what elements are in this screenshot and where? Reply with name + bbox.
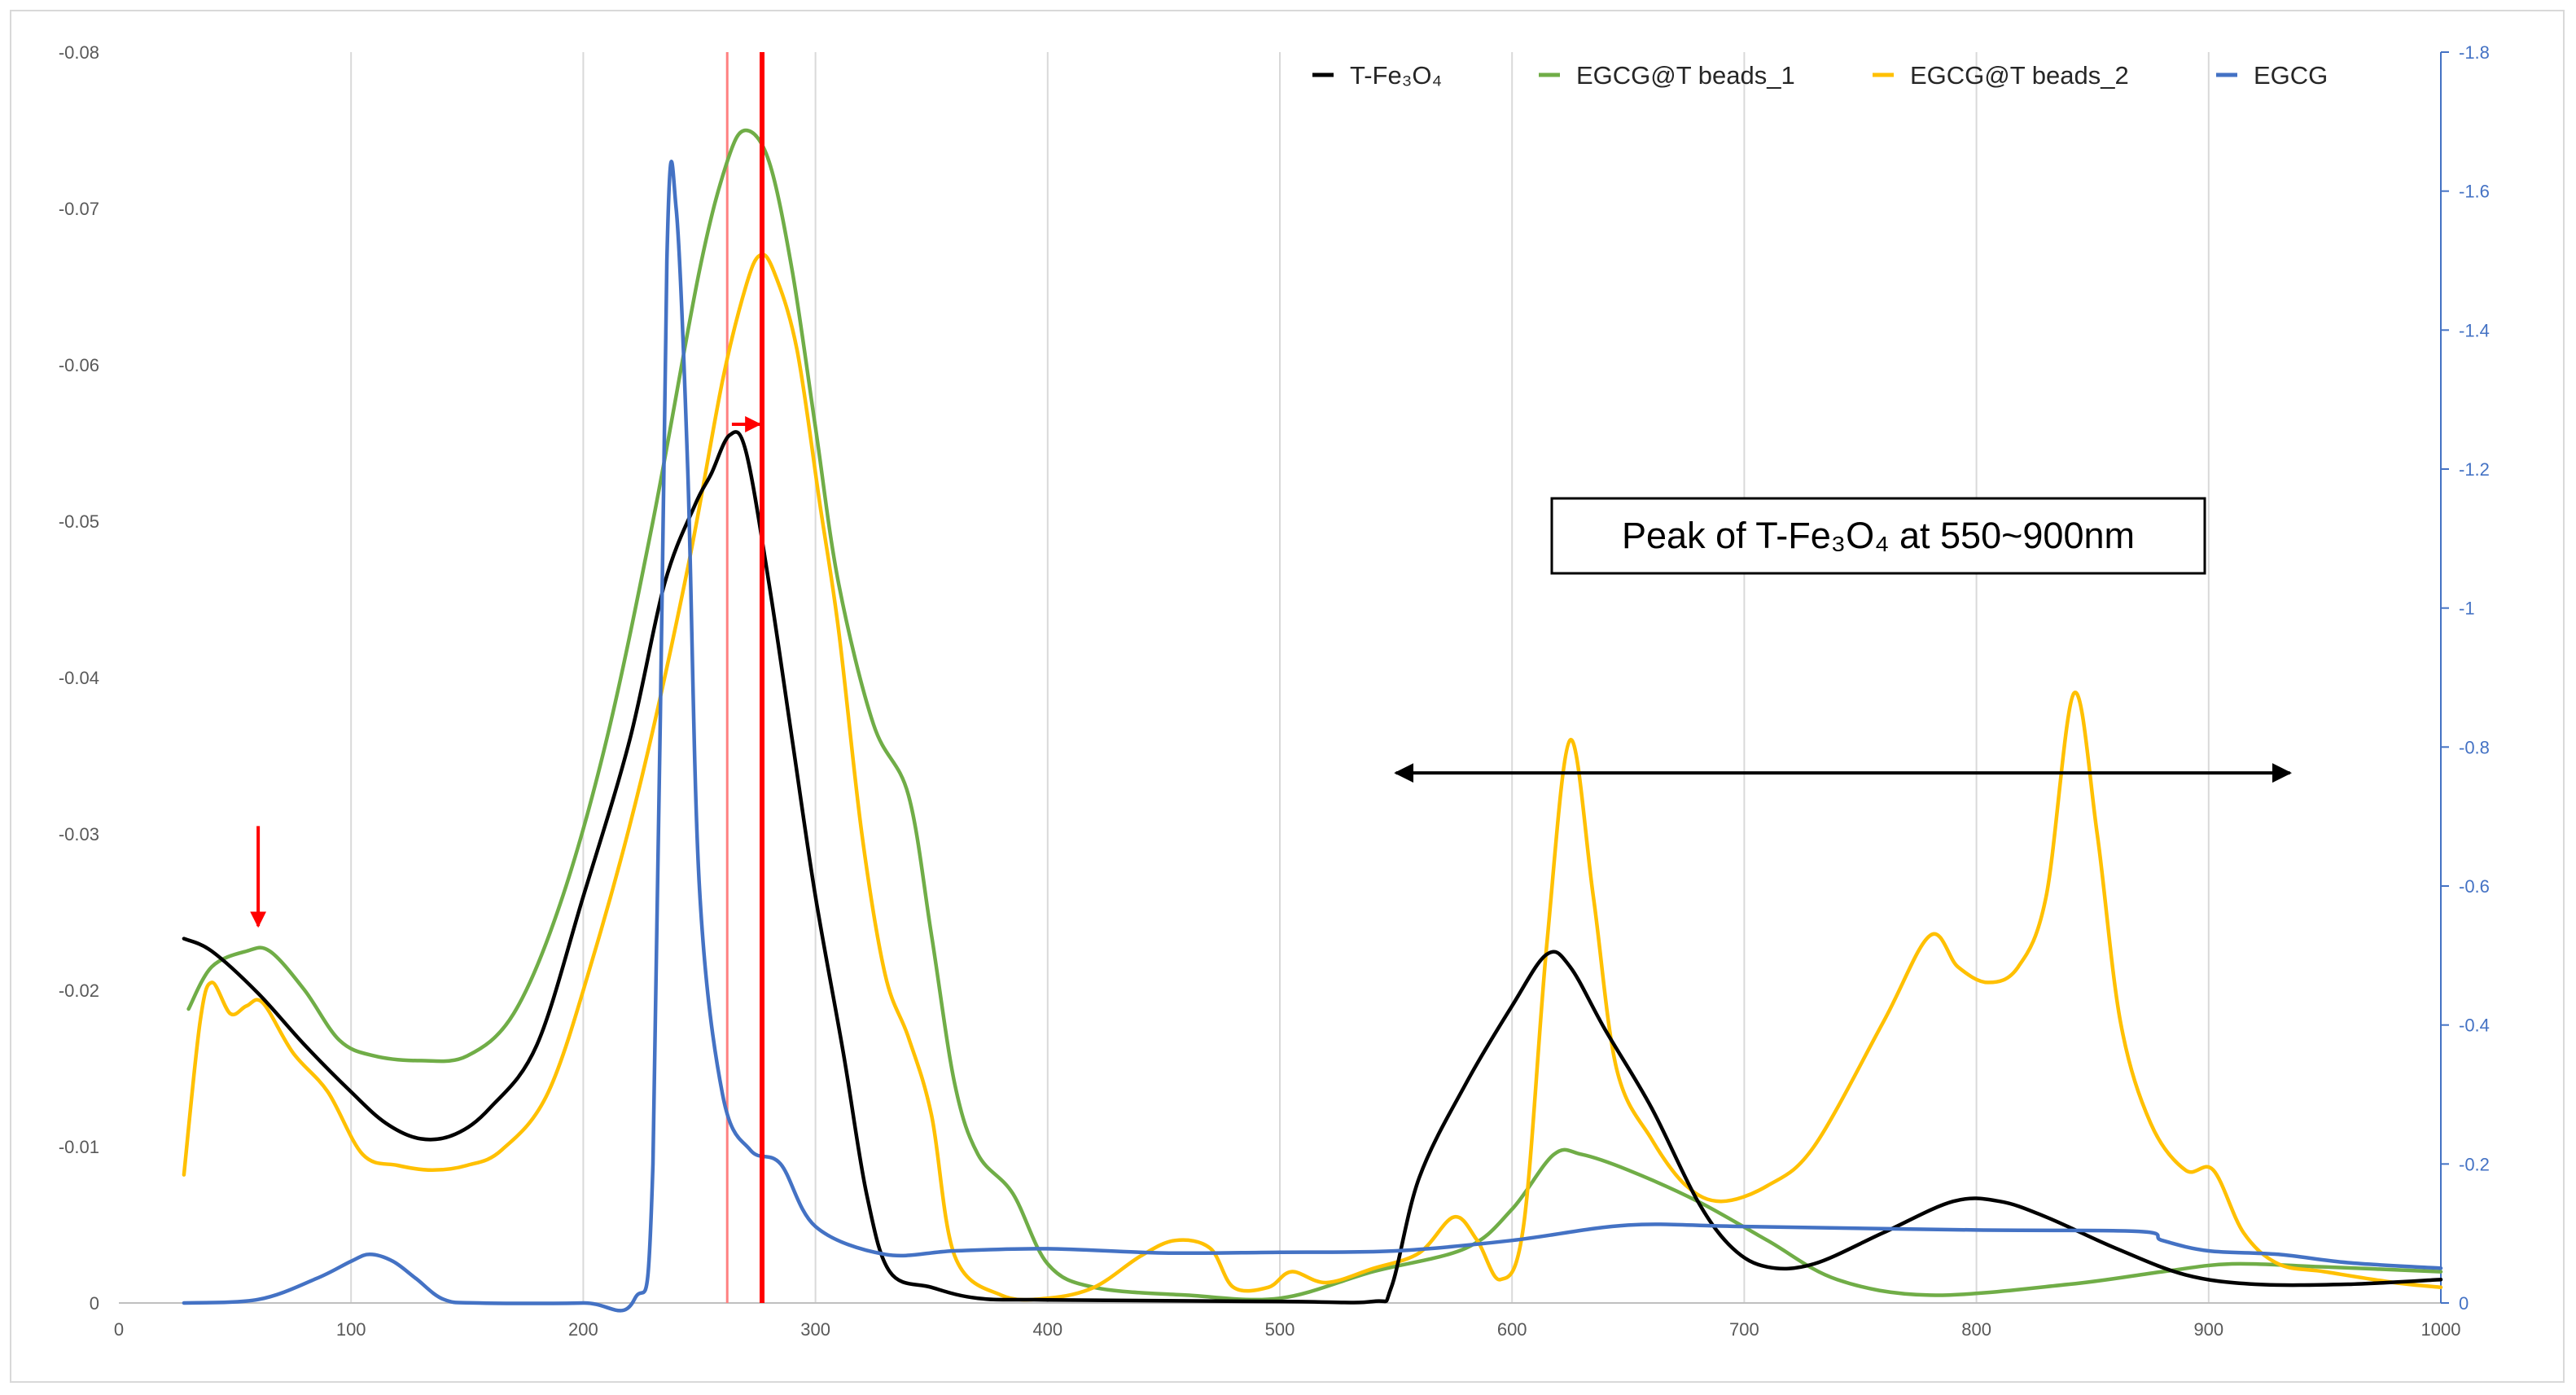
x-tick-label: 600: [1497, 1319, 1527, 1340]
x-tick-labels: 0 100 200 300 400 500 600 700 800 900 1000: [114, 1319, 2461, 1340]
y-right-tick-label: -1.8: [2459, 42, 2490, 63]
legend-label-1: EGCG@T beads_1: [1576, 61, 1795, 90]
y-left-tick-labels: 0 -0.01 -0.02 -0.03 -0.04 -0.05 -0.06 -0.07 -0.0…: [59, 42, 99, 1314]
legend: T-Fe₃O₄ EGCG@T beads_1 EGCG@T beads_2 EGCG: [1312, 61, 2328, 90]
series-line-1: [186, 128, 2443, 1302]
y-right-tick-label: -0.8: [2459, 737, 2490, 757]
x-tick-label: 300: [800, 1319, 830, 1340]
y-right-tick-labels: 0 -0.2 -0.4 -0.6 -0.8 -1 -1.2 -1.4 -1.6 -1.8: [2441, 42, 2490, 1314]
chart-frame: [10, 10, 2565, 1383]
y-left-tick-label: -0.03: [59, 824, 99, 844]
x-tick-label: 900: [2193, 1319, 2223, 1340]
y-left-tick-label: 0: [90, 1293, 99, 1314]
legend-label-0: T-Fe₃O₄: [1350, 61, 1442, 90]
gridlines: [350, 52, 2210, 1303]
x-tick-label: 200: [568, 1319, 598, 1340]
y-left-tick-label: -0.07: [59, 199, 99, 219]
annotations: Peak of T-Fe₃O₄ at 550~900nm: [250, 52, 2293, 1303]
series-line-0: [182, 430, 2443, 1305]
legend-label-3: EGCG: [2254, 61, 2328, 90]
y-left-tick-label: -0.01: [59, 1137, 99, 1157]
y-right-tick-label: -0.2: [2459, 1154, 2490, 1174]
y-right-tick-label: 0: [2459, 1293, 2469, 1314]
annotation-box: [1550, 497, 2206, 575]
y-right-tick-label: -0.4: [2459, 1016, 2490, 1036]
y-right-tick-label: -1: [2459, 599, 2475, 619]
y-right-tick-label: -1.4: [2459, 320, 2490, 340]
series-line-3: [182, 160, 2443, 1313]
series-lines: [182, 52, 2443, 1313]
x-tick-label: 1000: [2421, 1319, 2461, 1340]
x-tick-label: 800: [1961, 1319, 1991, 1340]
y-right-tick-label: -1.6: [2459, 182, 2490, 202]
y-left-tick-label: -0.08: [59, 42, 99, 63]
y-left-tick-label: -0.06: [59, 355, 99, 375]
y-right-tick-label: -1.2: [2459, 459, 2490, 480]
legend-label-2: EGCG@T beads_2: [1910, 61, 2129, 90]
annotation-text: Peak of T-Fe₃O₄ at 550~900nm: [1622, 515, 2135, 556]
series-line-2: [182, 252, 2443, 1302]
y-left-tick-label: -0.05: [59, 511, 99, 532]
x-tick-label: 0: [114, 1319, 124, 1340]
x-tick-label: 400: [1032, 1319, 1062, 1340]
x-tick-label: 700: [1729, 1319, 1759, 1340]
y-left-tick-label: -0.04: [59, 668, 99, 688]
x-tick-label: 100: [336, 1319, 366, 1340]
x-tick-label: 500: [1265, 1319, 1295, 1340]
y-left-tick-label: -0.02: [59, 980, 99, 1001]
y-right-tick-label: -0.6: [2459, 876, 2490, 897]
